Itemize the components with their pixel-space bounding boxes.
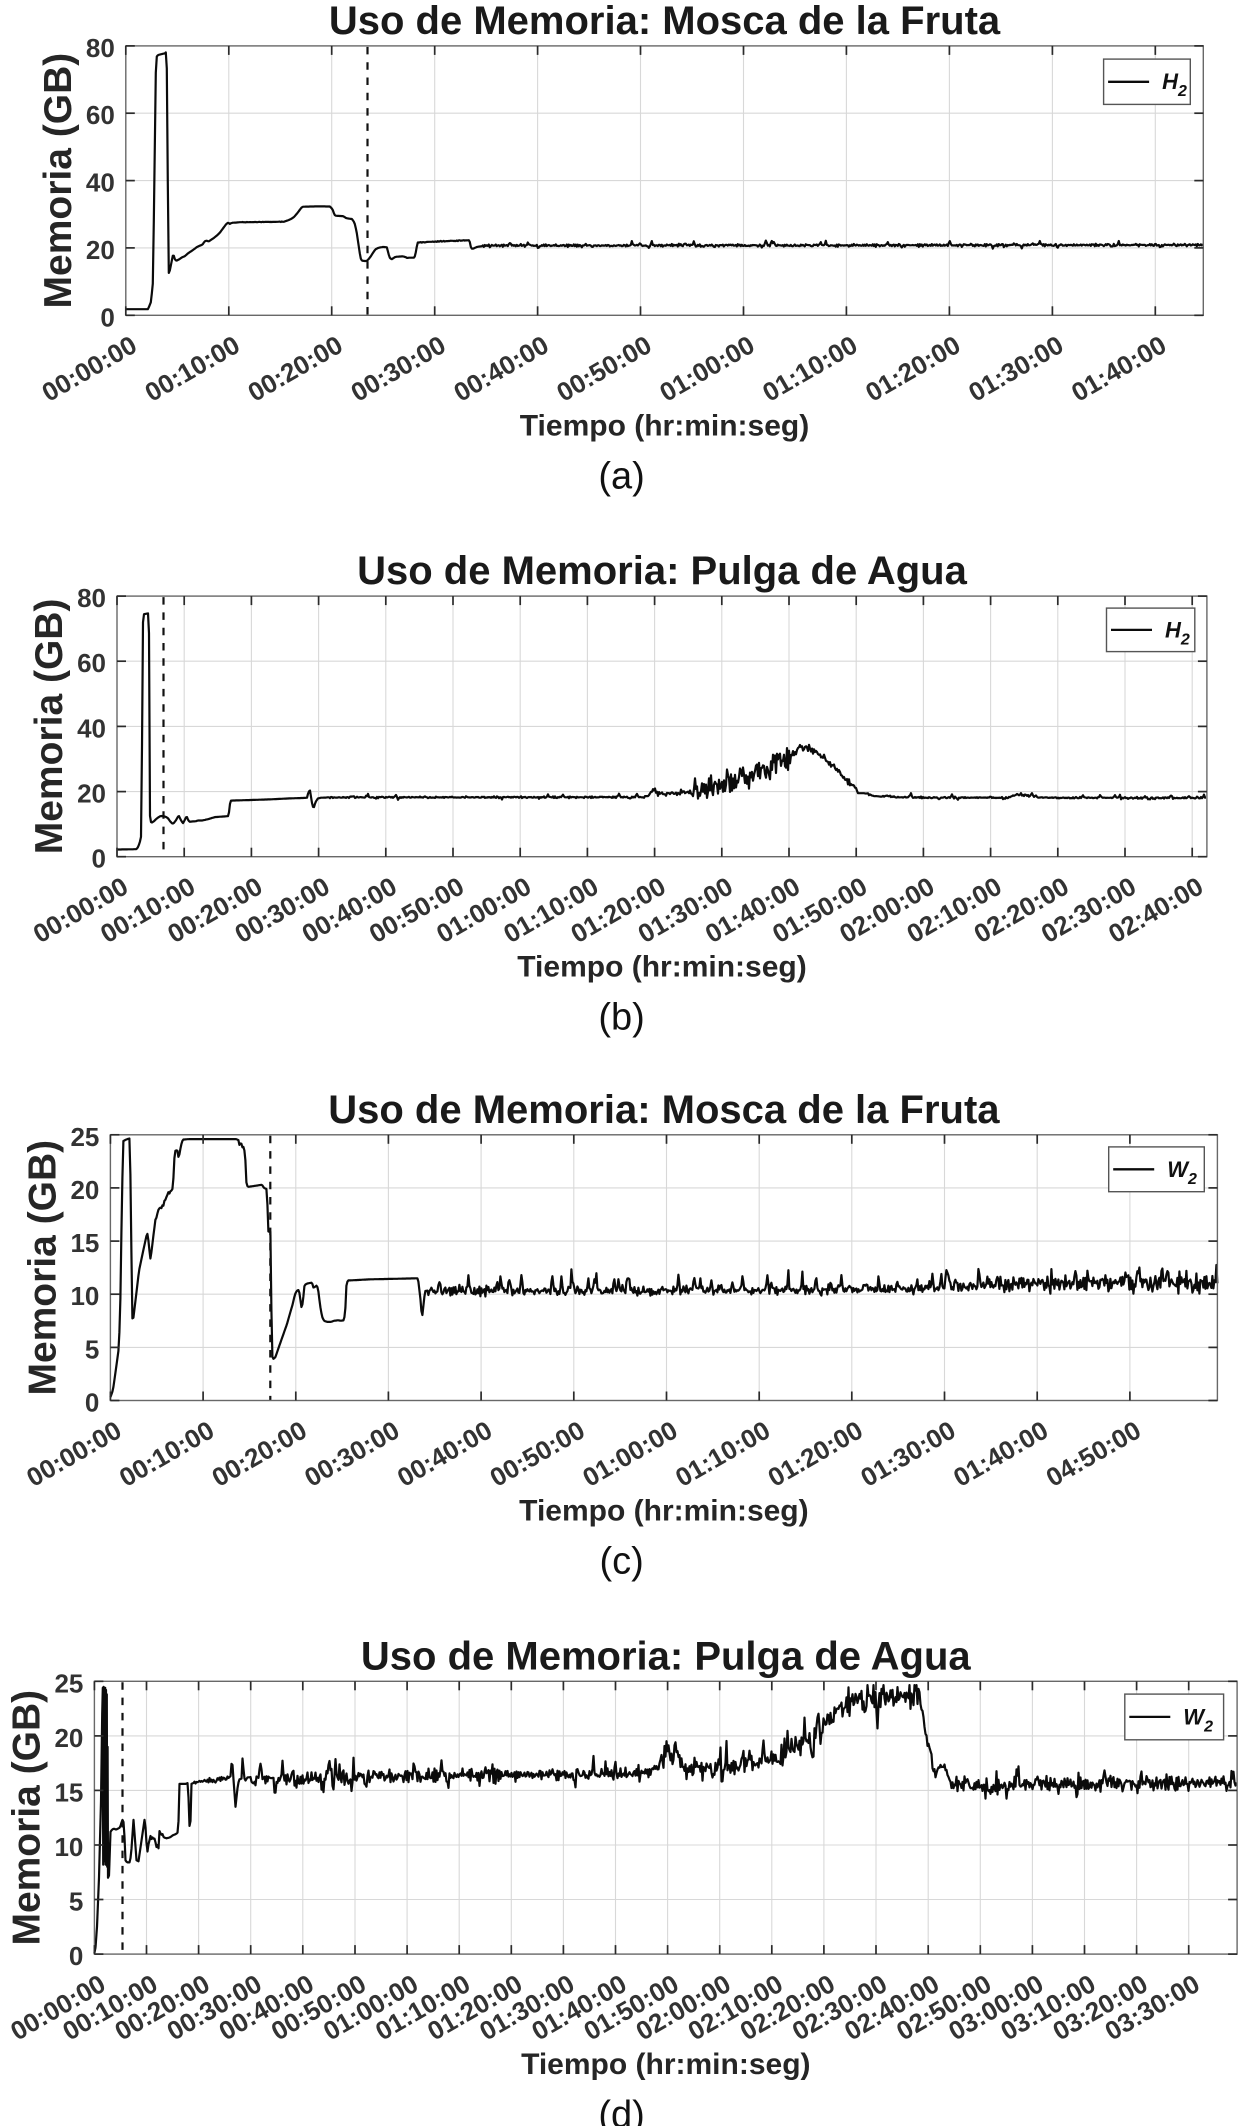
svg-text:0: 0 [69, 1941, 83, 1971]
svg-text:Memoria (GB): Memoria (GB) [5, 1690, 48, 1946]
svg-text:Uso de Memoria: Mosca de la Fr: Uso de Memoria: Mosca de la Fruta [328, 1088, 1000, 1132]
svg-text:(b): (b) [598, 997, 644, 1039]
svg-text:Uso de Memoria: Pulga de Agua: Uso de Memoria: Pulga de Agua [361, 1634, 971, 1678]
svg-text:0: 0 [85, 1388, 99, 1418]
svg-text:Memoria (GB): Memoria (GB) [37, 53, 80, 309]
svg-text:Memoria (GB): Memoria (GB) [28, 599, 71, 855]
svg-text:25: 25 [54, 1668, 83, 1698]
svg-text:0: 0 [100, 302, 114, 332]
svg-text:5: 5 [85, 1334, 99, 1364]
svg-text:20: 20 [86, 235, 115, 265]
svg-text:(c): (c) [599, 1541, 643, 1583]
svg-text:20: 20 [54, 1723, 83, 1753]
svg-text:60: 60 [77, 648, 106, 678]
svg-text:(d): (d) [598, 2094, 644, 2126]
svg-text:80: 80 [86, 33, 115, 63]
svg-text:60: 60 [86, 100, 115, 130]
svg-text:Tiempo (hr:min:seg): Tiempo (hr:min:seg) [517, 951, 806, 984]
svg-text:Uso de Memoria: Mosca de la Fr: Uso de Memoria: Mosca de la Fruta [329, 0, 1001, 43]
svg-text:20: 20 [77, 779, 106, 809]
svg-text:0: 0 [92, 844, 106, 874]
svg-text:Tiempo (hr:min:seg): Tiempo (hr:min:seg) [521, 2048, 810, 2081]
svg-text:80: 80 [77, 583, 106, 613]
svg-text:25: 25 [70, 1122, 99, 1152]
svg-text:Memoria (GB): Memoria (GB) [21, 1140, 64, 1396]
svg-text:Uso de Memoria: Pulga de Agua: Uso de Memoria: Pulga de Agua [357, 549, 967, 593]
svg-text:40: 40 [77, 713, 106, 743]
svg-text:(a): (a) [598, 455, 644, 497]
svg-text:15: 15 [54, 1777, 83, 1807]
svg-text:Tiempo (hr:min:seg): Tiempo (hr:min:seg) [520, 409, 809, 442]
svg-text:20: 20 [70, 1175, 99, 1205]
svg-text:10: 10 [70, 1281, 99, 1311]
svg-text:10: 10 [54, 1832, 83, 1862]
svg-text:5: 5 [69, 1887, 83, 1917]
svg-text:Tiempo (hr:min:seg): Tiempo (hr:min:seg) [519, 1495, 808, 1528]
svg-text:15: 15 [70, 1228, 99, 1258]
svg-text:40: 40 [86, 168, 115, 198]
